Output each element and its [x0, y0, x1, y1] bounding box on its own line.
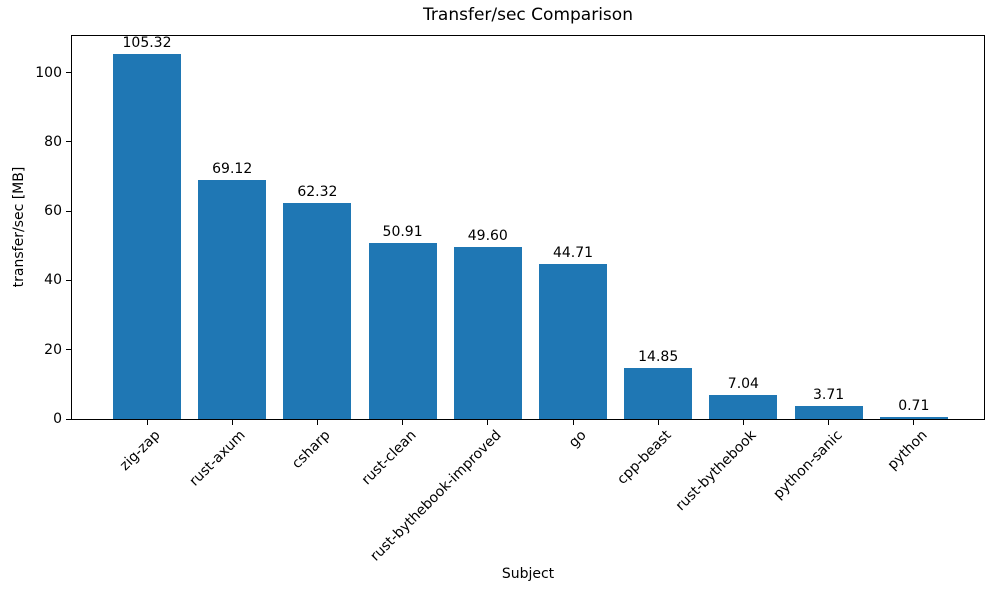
x-tick-label: python	[884, 427, 931, 474]
x-tick-label: csharp	[289, 427, 334, 472]
x-tick-mark	[742, 419, 744, 425]
bar	[624, 367, 693, 419]
y-tick-mark	[66, 279, 72, 281]
x-tick-mark	[402, 419, 404, 425]
bar	[794, 406, 863, 419]
x-tick-mark	[572, 419, 574, 425]
x-tick-mark	[487, 419, 489, 425]
bar-value-label: 62.32	[297, 184, 338, 201]
bar	[198, 179, 267, 419]
plot-area: 0 20 40 60 80 100 105.32 zig-zap 69.12 rust-axum 6…	[35, 35, 985, 564]
bar	[539, 264, 607, 419]
bar	[879, 416, 948, 419]
bar-value-label: 69.12	[212, 160, 253, 177]
x-tick-label: rust-bythebook	[673, 427, 760, 515]
y-tick-mark	[66, 210, 72, 212]
chart-title: Transfer/sec Comparison	[423, 5, 633, 25]
x-tick-mark	[231, 419, 233, 425]
y-tick-label: 100	[35, 64, 62, 81]
y-tick-mark	[66, 349, 72, 351]
bar-value-label: 7.04	[727, 375, 759, 392]
bar	[283, 203, 352, 419]
bar-value-label: 49.60	[467, 228, 508, 245]
y-tick-label: 60	[44, 203, 62, 220]
y-tick-label: 40	[44, 272, 62, 289]
y-axis-label: transfer/sec [MB]	[11, 166, 27, 288]
y-tick-label: 20	[44, 341, 62, 358]
x-tick-mark	[913, 419, 915, 425]
bar-value-label: 44.71	[552, 245, 594, 262]
x-tick-label: zig-zap	[116, 427, 164, 474]
y-tick-label: 0	[53, 411, 62, 427]
x-axis-label: Subject	[501, 566, 555, 582]
x-tick-mark	[828, 419, 830, 425]
x-tick-label: rust-clean	[358, 427, 420, 489]
x-tick-label: python-sanic	[769, 427, 846, 503]
y-tick-mark	[66, 141, 72, 143]
x-tick-mark	[657, 419, 659, 425]
x-tick-label: go	[565, 427, 590, 451]
bar	[709, 394, 778, 419]
y-tick-mark	[66, 72, 72, 74]
bar	[368, 242, 437, 419]
y-tick-label: 80	[44, 133, 62, 150]
x-tick-mark	[316, 419, 318, 425]
bar-value-label: 3.71	[813, 387, 845, 404]
y-tick-mark	[66, 418, 72, 420]
x-tick-label: cpp-beast	[614, 427, 675, 488]
bar	[453, 247, 522, 419]
x-tick-mark	[146, 419, 148, 425]
bar	[113, 54, 181, 419]
bar-value-label: 14.85	[638, 348, 679, 365]
bar-value-label: 50.91	[382, 223, 423, 240]
bar-value-label: 105.32	[122, 35, 172, 52]
x-tick-label: rust-axum	[186, 427, 249, 490]
bar-value-label: 0.71	[898, 397, 930, 414]
